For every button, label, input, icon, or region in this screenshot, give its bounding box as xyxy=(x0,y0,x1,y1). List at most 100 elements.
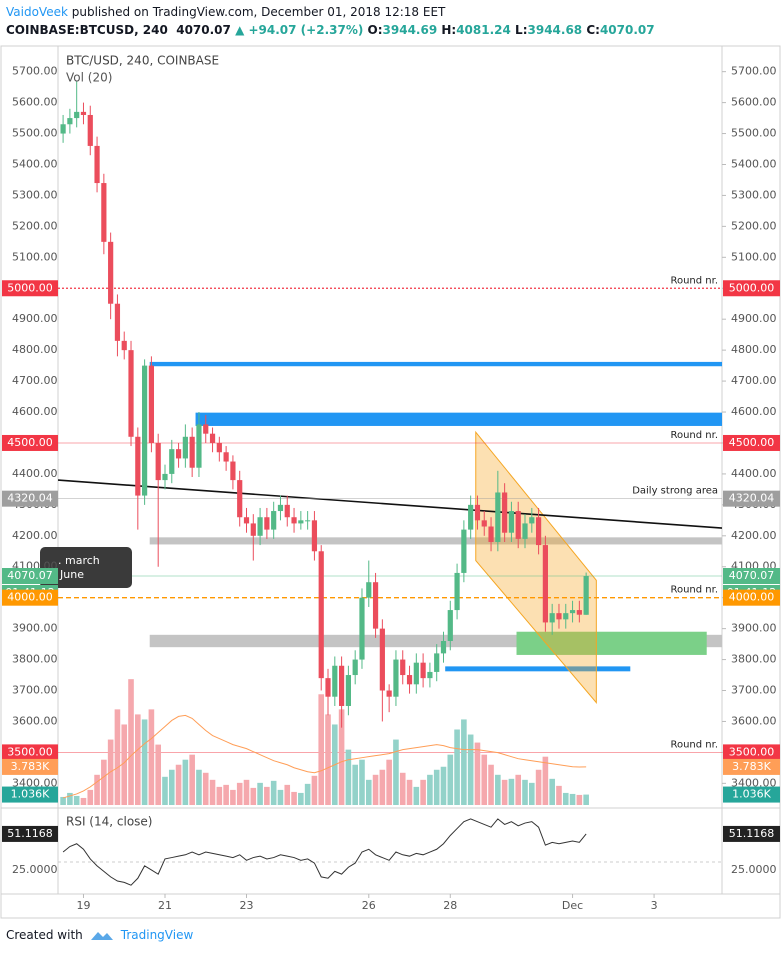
candle-body xyxy=(393,659,399,697)
candle-body xyxy=(121,340,127,351)
candle-body xyxy=(250,523,256,536)
y-tick-label: 5200.00 xyxy=(731,219,777,232)
price-line-label: 4070.07 xyxy=(729,569,775,582)
price-line-label: 4000.00 xyxy=(729,591,775,604)
candle-body xyxy=(495,492,501,542)
candle-body xyxy=(440,641,447,654)
volume-bar xyxy=(101,759,107,805)
x-tick-label: 23 xyxy=(240,899,254,912)
volume-bar xyxy=(352,764,358,805)
candle-body xyxy=(434,653,440,672)
candle-body xyxy=(529,517,535,524)
candle-body xyxy=(352,659,358,676)
candle-body xyxy=(169,449,175,474)
candle-body xyxy=(379,628,385,691)
candle-body xyxy=(359,597,365,660)
author[interactable]: VaidoVeek xyxy=(6,5,68,19)
candle-body xyxy=(563,613,569,620)
volume-bar xyxy=(318,694,325,805)
y-tick-label: 3600.00 xyxy=(12,714,58,727)
volume-bar xyxy=(257,782,263,805)
candle-body xyxy=(576,610,582,615)
candle-body xyxy=(135,436,141,496)
candle-body xyxy=(549,613,555,623)
y-tick-label: 3700.00 xyxy=(12,684,58,697)
price-line-note: Round nr. xyxy=(670,739,718,750)
candle-body xyxy=(454,572,460,611)
candle-body xyxy=(101,183,107,242)
candle-body xyxy=(148,365,155,443)
y-tick-label: 5200.00 xyxy=(12,219,58,232)
candle-body xyxy=(522,523,528,539)
volume-bar xyxy=(304,783,311,805)
y-tick-label: 4900.00 xyxy=(12,312,58,325)
y-tick-label: 4700.00 xyxy=(731,374,777,387)
volume-bar xyxy=(325,714,331,805)
candle-body xyxy=(94,145,100,184)
volume-bar xyxy=(427,774,433,805)
price-line-label: 4320.04 xyxy=(7,492,53,505)
volume-bar xyxy=(94,774,100,805)
candle-body xyxy=(271,511,277,530)
candle-body xyxy=(277,504,284,512)
volume-bar xyxy=(440,766,447,805)
x-tick-label: 28 xyxy=(443,899,457,912)
volume-bar xyxy=(209,779,216,805)
y-tick-label: 3400.00 xyxy=(12,776,58,789)
ohlc-c-key: C: xyxy=(586,23,600,37)
volume-bar xyxy=(291,791,297,805)
volume-bar xyxy=(338,709,345,805)
rsi-label: 51.1168 xyxy=(7,827,53,840)
candle-body xyxy=(237,480,243,518)
volume-bar xyxy=(230,789,236,805)
volume-ma xyxy=(62,714,587,799)
candle-body xyxy=(216,442,222,453)
volume-bar xyxy=(148,709,155,805)
candle-body xyxy=(74,111,80,119)
y-tick-label: 3900.00 xyxy=(731,622,777,635)
price-line-label-box xyxy=(2,744,58,761)
zone xyxy=(445,666,631,672)
candle-body xyxy=(447,610,453,642)
volume-bar xyxy=(562,792,569,805)
volume-bar xyxy=(155,744,161,805)
y-tick-label: 4600.00 xyxy=(731,405,777,418)
candle-body xyxy=(162,473,168,481)
candle-body xyxy=(366,582,372,598)
last-price: 4070.07 xyxy=(176,23,231,37)
y-tick-label: 5100.00 xyxy=(731,250,777,263)
volume-bar xyxy=(495,774,501,805)
price-line-label-box xyxy=(723,568,780,585)
volume-bar xyxy=(488,764,494,805)
ohlc-h-key: H: xyxy=(441,23,457,37)
price-line-label-box xyxy=(723,744,780,761)
volume-bar xyxy=(454,729,460,805)
price-line-label: 3500.00 xyxy=(729,745,775,758)
rsi-label-box xyxy=(2,825,58,842)
x-tick-label: 26 xyxy=(362,899,376,912)
candle-body xyxy=(311,520,318,552)
volume-bar xyxy=(202,772,209,805)
price-line-label: 3500.00 xyxy=(7,745,53,758)
candle-body xyxy=(305,520,311,522)
y-tick-label: 4700.00 xyxy=(12,374,58,387)
pane-title: BTC/USD, 240, COINBASE xyxy=(66,54,219,68)
rsi-label: 51.1168 xyxy=(729,827,775,840)
volume-bar xyxy=(583,794,589,805)
volume-bar xyxy=(67,792,73,805)
y-tick-label: 4800.00 xyxy=(731,343,777,356)
y-tick-label: 4600.00 xyxy=(12,405,58,418)
candle-body xyxy=(406,675,413,685)
volume-bar xyxy=(236,782,243,805)
zone xyxy=(195,412,722,426)
y-tick-label: 4200.00 xyxy=(731,529,777,542)
volume-bar xyxy=(345,749,352,805)
volume-bar xyxy=(128,679,134,805)
ohlc-h: 4081.24 xyxy=(456,23,511,37)
volume-bar xyxy=(121,724,128,805)
brand[interactable]: TradingView xyxy=(120,928,194,942)
volume-bar xyxy=(311,775,318,805)
candle-body xyxy=(502,492,508,533)
volume-bar xyxy=(474,742,481,805)
